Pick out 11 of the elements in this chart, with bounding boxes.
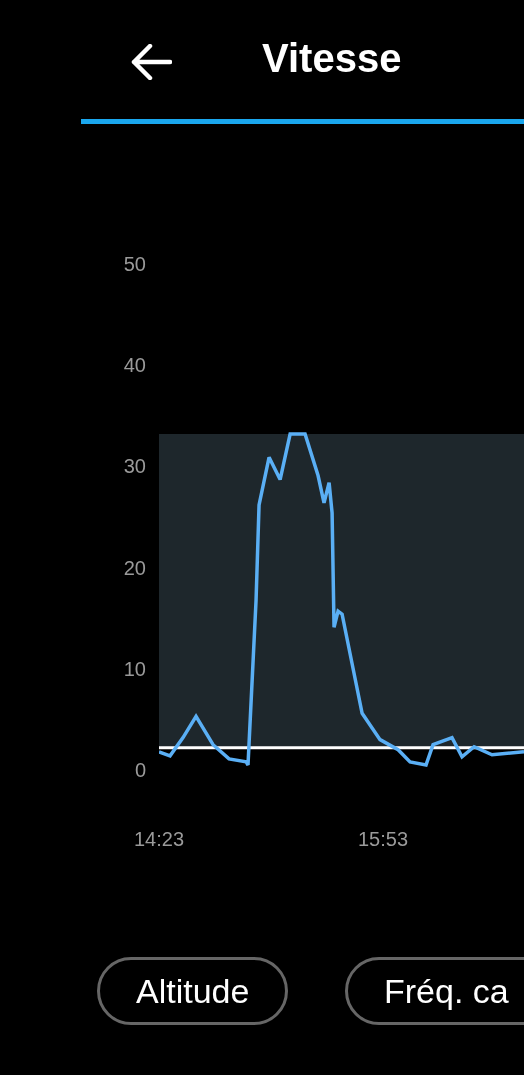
y-tick-label: 0 xyxy=(134,759,146,781)
y-tick-label: 40 xyxy=(123,354,146,377)
y-tick-label: 20 xyxy=(123,556,146,579)
x-tick-label: 14:23 xyxy=(133,828,185,850)
y-tick-label: 10 xyxy=(123,657,146,680)
chart-title: Vitesse xyxy=(262,36,402,81)
y-tick-label: 30 xyxy=(123,455,146,478)
y-tick-label: 50 xyxy=(123,253,146,275)
text: Fréq. ca xyxy=(345,957,524,1025)
x-tick-label: 15:53 xyxy=(357,828,409,850)
text: Altitude xyxy=(97,957,289,1025)
